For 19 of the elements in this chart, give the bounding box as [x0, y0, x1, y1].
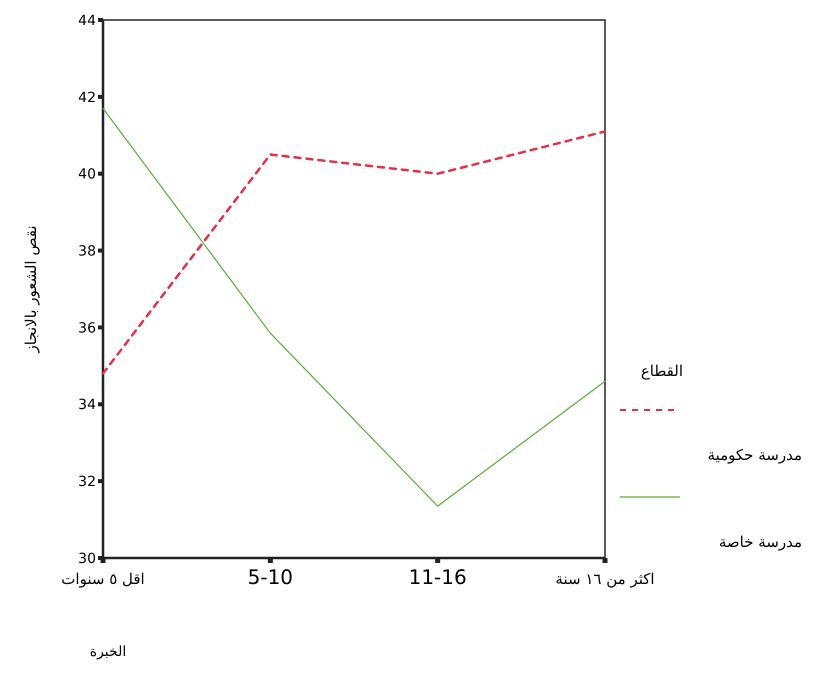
line-series: [102, 108, 606, 507]
y-tick-label: 42: [78, 90, 96, 106]
text: مدرسة خاصة: [718, 533, 802, 551]
y-tick-label: 38: [78, 243, 96, 260]
x-tick-label: اقل ٥ سنوات: [61, 570, 145, 588]
x-tick-label: 11-16: [408, 565, 467, 589]
x-tick-label: اكثر من ١٦ سنة: [555, 570, 655, 588]
x-tick-label: 5-10: [248, 565, 294, 589]
line-series: [102, 130, 606, 375]
x-axis-title: الخبرة: [90, 644, 126, 660]
legend-title: القطاع: [640, 362, 683, 380]
y-tick-label: 44: [78, 12, 96, 29]
y-tick-label: 36: [78, 320, 96, 336]
y-axis-title: نقص الشعور بالانجاز: [22, 226, 40, 354]
y-tick-label: 34: [78, 397, 96, 414]
y-tick-label: 32: [78, 474, 96, 490]
text: مدرسة حكومية: [708, 446, 802, 464]
y-tick-label: 40: [78, 166, 96, 183]
y-tick-label: 30: [78, 550, 96, 567]
